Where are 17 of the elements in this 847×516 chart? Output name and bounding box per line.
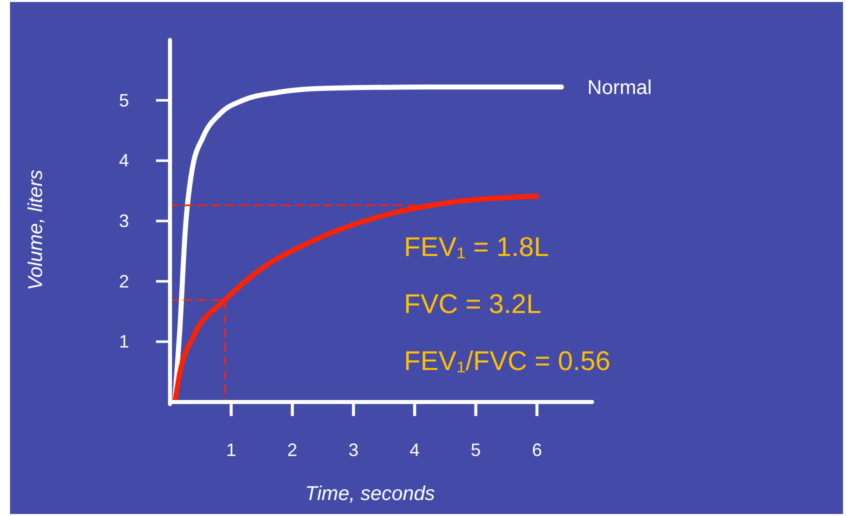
- annotation: FVC = 3.2L: [404, 289, 542, 319]
- series-label: Normal: [587, 77, 652, 100]
- annotation: FEV₁/FVC = 0.56: [404, 346, 610, 376]
- y-axis-title: Volume, liters: [25, 170, 47, 290]
- x-tick-label: 6: [532, 440, 542, 460]
- x-axis-title: Time, seconds: [305, 483, 435, 505]
- annotation: FEV₁ = 1.8L: [404, 232, 549, 262]
- y-tick-label: 4: [118, 150, 130, 171]
- x-tick-label: 1: [226, 440, 236, 460]
- x-tick-label: 3: [348, 440, 358, 460]
- y-tick-label: 2: [118, 271, 130, 292]
- x-tick-label: 4: [410, 440, 420, 460]
- x-tick-label: 5: [470, 440, 481, 460]
- y-tick-label: 1: [118, 332, 130, 352]
- y-tick-label: 3: [118, 211, 130, 231]
- y-tick-label: 5: [118, 90, 130, 110]
- x-tick-label: 2: [287, 440, 298, 460]
